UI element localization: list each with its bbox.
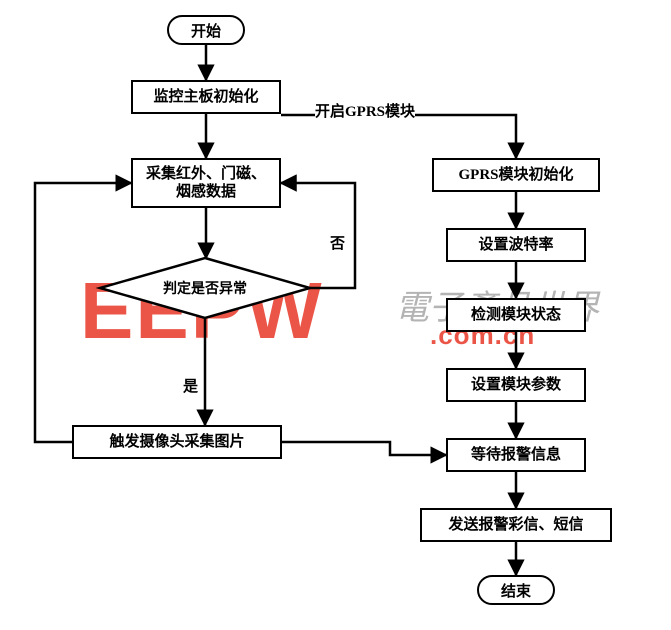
box-wait: 等待报警信息 [446,438,586,472]
camera-label: 触发摄像头采集图片 [109,433,244,451]
params-label: 设置模块参数 [471,376,561,394]
box-init: 监控主板初始化 [131,80,281,114]
send-label: 发送报警彩信、短信 [448,516,583,534]
box-params: 设置模块参数 [446,368,586,402]
box-gprs-init: GPRS模块初始化 [432,158,600,192]
wait-label: 等待报警信息 [471,446,561,464]
start-label: 开始 [191,20,221,41]
box-status: 检测模块状态 [446,298,586,332]
terminator-start: 开始 [167,15,245,45]
status-label: 检测模块状态 [471,306,561,324]
box-camera: 触发摄像头采集图片 [72,425,282,459]
edge-label-gprs: 开启GPRS模块 [315,100,415,121]
decision-abnormal: 判定是否异常 [100,258,310,318]
terminator-end: 结束 [477,575,555,605]
box-collect: 采集红外、门磁、 烟感数据 [131,158,281,208]
collect-label: 采集红外、门磁、 烟感数据 [146,165,266,201]
end-label: 结束 [501,580,531,601]
edge-label-no: 否 [330,232,345,253]
decision-label: 判定是否异常 [163,278,247,298]
box-send: 发送报警彩信、短信 [420,508,612,542]
gprs-init-label: GPRS模块初始化 [458,166,573,184]
baud-label: 设置波特率 [478,236,553,254]
box-baud: 设置波特率 [446,228,586,262]
init-label: 监控主板初始化 [153,88,258,106]
edge-label-yes: 是 [183,375,198,396]
